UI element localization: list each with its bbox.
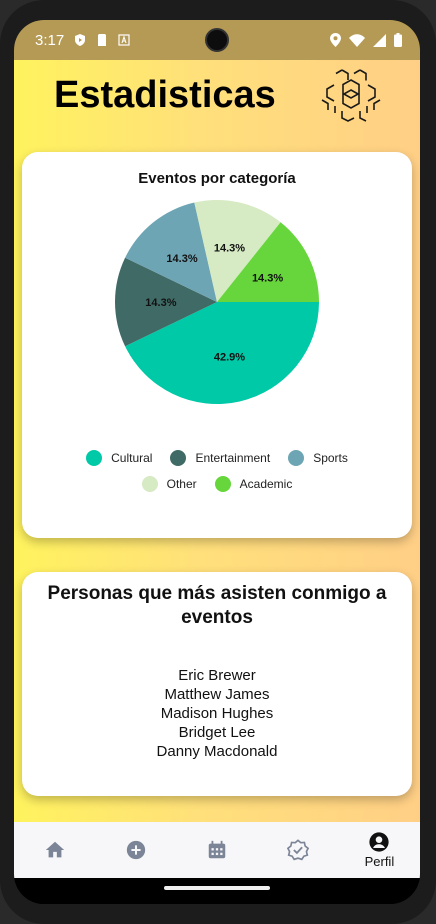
- pie-slice-label: 14.3%: [252, 273, 283, 285]
- shield-play-icon: [75, 34, 86, 46]
- pie-slice-label: 14.3%: [166, 253, 197, 265]
- chart-title: Eventos por categoría: [138, 170, 296, 187]
- font-a-icon: [118, 34, 130, 46]
- gesture-area: [14, 878, 420, 904]
- home-gesture-bar[interactable]: [164, 886, 270, 890]
- legend-item: Entertainment: [170, 450, 270, 466]
- calendar-icon: [208, 840, 226, 859]
- location-icon: [330, 33, 341, 47]
- pie-slice-academic: [217, 222, 319, 302]
- status-bar: 3:17: [14, 20, 420, 60]
- legend-swatch: [86, 450, 103, 466]
- nav-calendar[interactable]: [176, 822, 257, 878]
- top-companions-card: Personas que más asisten conmigo a event…: [22, 572, 412, 796]
- legend-label: Academic: [239, 477, 293, 491]
- status-time: 3:17: [35, 31, 65, 49]
- legend-label: Sports: [313, 451, 348, 465]
- pie-slice-label: 42.9%: [214, 352, 245, 364]
- pie-slice-other: [194, 200, 281, 302]
- list-item: Matthew James: [164, 686, 270, 703]
- companions-title: Personas que más asisten conmigo a event…: [47, 583, 387, 628]
- pie-slice-sports: [125, 202, 217, 302]
- list-item: Danny Macdonald: [156, 743, 278, 760]
- list-item: Madison Hughes: [160, 705, 274, 722]
- legend-label: Entertainment: [195, 451, 271, 465]
- add-circle-icon: [126, 840, 145, 860]
- list-item: Bridget Lee: [178, 724, 256, 741]
- nav-home[interactable]: [14, 822, 95, 878]
- bottom-nav: Perfil: [14, 822, 420, 878]
- screen: 3:17 Estadisticas: [14, 20, 420, 904]
- legend-swatch: [141, 476, 158, 492]
- legend-label: Other: [166, 477, 197, 491]
- legend-swatch: [288, 450, 305, 466]
- legend-item: Cultural: [86, 450, 152, 466]
- legend-swatch: [214, 476, 231, 492]
- pie-chart: 42.9% 14.3% 14.3% 14.3% 14.3%: [115, 200, 320, 405]
- page-title: Estadisticas: [54, 74, 276, 116]
- legend-label: Cultural: [111, 451, 153, 465]
- hexagon-honeycomb-icon: [321, 69, 381, 122]
- pie-slice-entertainment: [115, 257, 217, 347]
- pie-slice-label: 14.3%: [145, 297, 176, 309]
- verified-badge-icon: [287, 839, 310, 861]
- signal-icon: [373, 33, 386, 47]
- wifi-icon: [349, 33, 365, 47]
- nav-add-event[interactable]: [95, 822, 176, 878]
- chart-legend: Cultural Entertainment Sports Other Academic: [22, 450, 412, 492]
- pie-slice-cultural: [125, 302, 320, 405]
- nav-profile-label: Perfil: [364, 854, 395, 869]
- main-content: Estadisticas Evento: [14, 60, 420, 822]
- home-icon: [45, 841, 64, 858]
- nav-profile[interactable]: Perfil: [339, 822, 420, 878]
- nav-verified[interactable]: [258, 822, 339, 878]
- profile-icon: [369, 832, 390, 852]
- legend-item: Academic: [214, 476, 293, 492]
- sim-card-icon: [98, 34, 107, 46]
- battery-icon: [394, 33, 402, 47]
- legend-swatch: [170, 450, 187, 466]
- front-camera: [205, 28, 229, 52]
- list-item: Eric Brewer: [178, 667, 256, 684]
- companions-list: Eric Brewer Matthew James Madison Hughes…: [22, 666, 412, 761]
- legend-item: Other: [141, 476, 197, 492]
- pie-slice-label: 14.3%: [214, 242, 245, 254]
- legend-item: Sports: [288, 450, 348, 466]
- category-chart-card: Eventos por categoría 42.9% 14.3% 14.3% 14.…: [22, 152, 412, 538]
